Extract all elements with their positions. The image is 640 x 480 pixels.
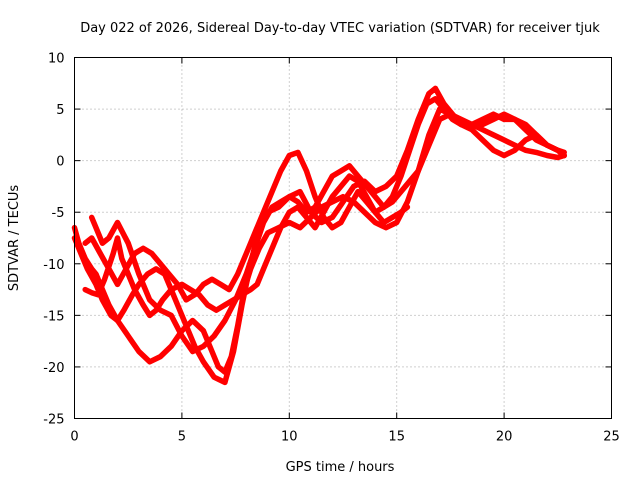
y-tick-label: -25: [43, 413, 64, 428]
x-tick-label: 25: [603, 430, 620, 445]
y-tick-label: -10: [43, 258, 64, 273]
series-layer: [71, 85, 567, 386]
series-line-5: [88, 111, 567, 355]
y-tick-label: -15: [43, 309, 64, 324]
plot-frame: [74, 57, 612, 419]
y-tick-label: 10: [48, 52, 65, 67]
grid-layer: [74, 57, 612, 419]
x-tick-label: 15: [388, 430, 405, 445]
x-tick-label: 5: [178, 430, 186, 445]
y-tick-label: -5: [52, 206, 65, 221]
x-tick-label: 10: [281, 430, 298, 445]
chart-title: Day 022 of 2026, Sidereal Day-to-day VTE…: [80, 21, 600, 36]
y-tick-label: 0: [56, 155, 64, 170]
y-tick-label: -20: [43, 361, 64, 376]
y-axis-label: SDTVAR / TECUs: [7, 185, 22, 292]
tick-layer: 0 5 10 15 20 25 -25 -20 -15 -10 -5 0 5 10: [43, 52, 620, 445]
x-tick-label: 20: [496, 430, 513, 445]
x-tick-label: 0: [70, 430, 78, 445]
x-axis-label: GPS time / hours: [286, 460, 395, 475]
series-line-3: [82, 96, 567, 303]
y-tick-label: 5: [56, 103, 64, 118]
